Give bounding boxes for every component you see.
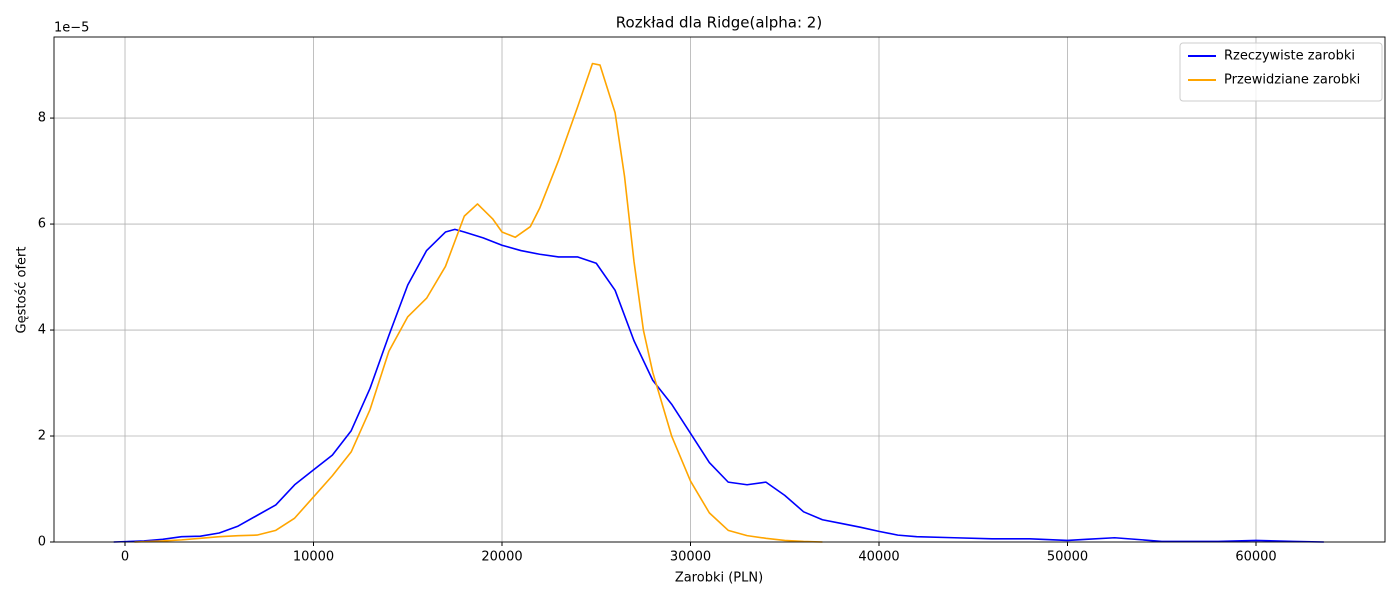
x-tick-label: 50000 xyxy=(1047,550,1088,565)
y-axis-label: Gęstość ofert xyxy=(15,247,30,334)
x-tick-label: 40000 xyxy=(858,550,899,565)
y-offset-label: 1e−5 xyxy=(54,21,89,36)
legend: Rzeczywiste zarobki Przewidziane zarobki xyxy=(1179,42,1383,102)
legend-label: Przewidziane zarobki xyxy=(1224,73,1360,88)
y-tick-label: 2 xyxy=(38,429,46,444)
y-tick-label: 8 xyxy=(38,111,46,126)
x-tick-label: 30000 xyxy=(670,550,711,565)
y-tick-label: 4 xyxy=(38,323,46,338)
x-tick-label: 60000 xyxy=(1235,550,1276,565)
y-tick-label: 6 xyxy=(38,217,46,232)
x-tick-label: 10000 xyxy=(293,550,334,565)
legend-label: Rzeczywiste zarobki xyxy=(1224,49,1355,64)
legend-box xyxy=(1179,42,1383,102)
x-tick-label: 20000 xyxy=(481,550,522,565)
y-tick-label: 0 xyxy=(38,535,46,550)
line xyxy=(134,62,823,543)
chart-title: Rozkład dla Ridge(alpha: 2) xyxy=(616,14,822,32)
x-tick-label: 0 xyxy=(121,550,129,565)
x-axis-label: Zarobki (PLN) xyxy=(675,571,763,586)
plot-frame xyxy=(53,36,1386,543)
line xyxy=(113,228,1324,543)
